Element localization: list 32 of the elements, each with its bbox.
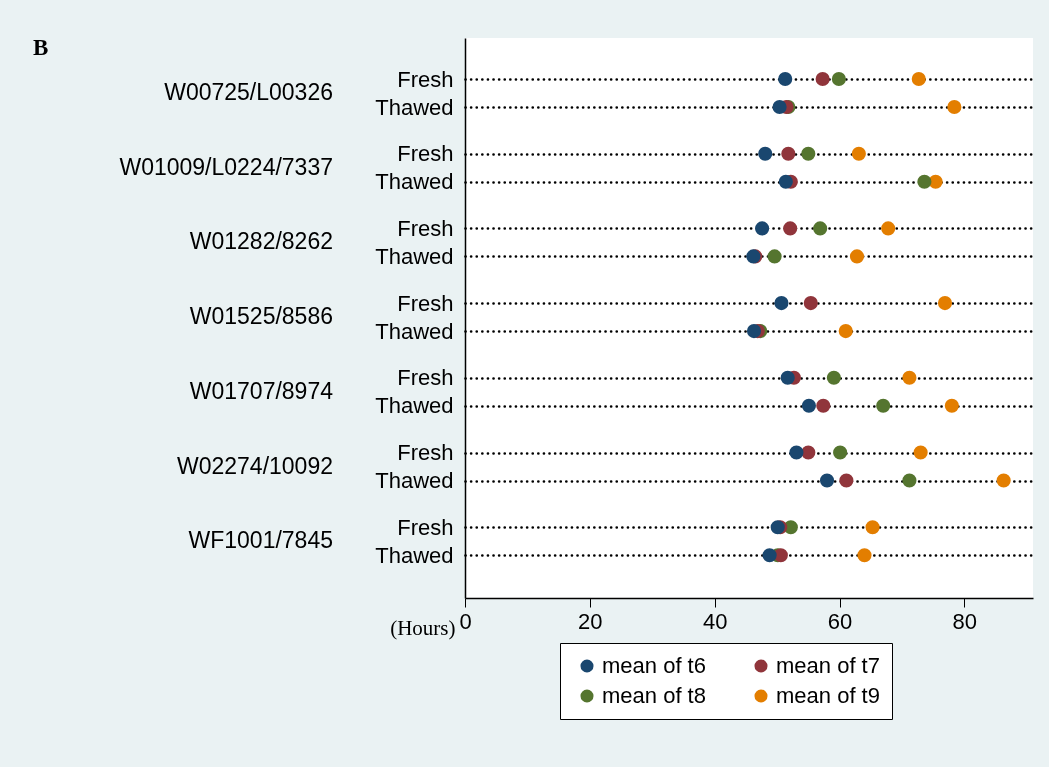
y-tick-label: Thawed: [375, 169, 454, 195]
y-tick-label: Thawed: [375, 243, 454, 269]
text: B: [33, 35, 49, 60]
y-tick-label: Fresh: [397, 141, 454, 167]
legend-label: mean of t7: [776, 653, 880, 678]
x-tick-label: 20: [578, 608, 603, 634]
y-tick-label: Fresh: [397, 66, 454, 92]
legend-label: mean of t9: [776, 683, 880, 708]
y-tick-label: Fresh: [397, 440, 454, 465]
y-tick-label: Fresh: [397, 514, 454, 540]
text: W01282/8262: [189, 228, 333, 255]
y-tick-label: Fresh: [397, 290, 454, 316]
y-tick-label: Thawed: [375, 542, 454, 568]
x-tick-label: 40: [702, 608, 728, 634]
x-axis-title: (Hours): [390, 615, 456, 640]
legend-label: mean of t6: [602, 653, 706, 678]
text: W00725/L00326: [164, 79, 333, 105]
text: W02274/10092: [176, 452, 333, 479]
y-tick-label: Thawed: [375, 468, 454, 493]
x-tick-label: 60: [827, 608, 853, 634]
legend-label: mean of t8: [602, 683, 706, 708]
text: W01525/8586: [189, 303, 333, 330]
text: W01707/8974: [189, 377, 334, 404]
y-tick-label: Thawed: [375, 94, 454, 120]
y-tick-label: Thawed: [375, 318, 454, 344]
x-tick-label: 0: [459, 608, 472, 634]
text: WF1001/7845: [188, 527, 333, 554]
y-tick-label: Thawed: [375, 393, 454, 419]
y-tick-label: Fresh: [397, 215, 454, 241]
text: W01009/L0224/7337: [119, 153, 333, 180]
y-tick-label: Fresh: [397, 365, 454, 391]
x-tick-label: 80: [952, 608, 978, 634]
